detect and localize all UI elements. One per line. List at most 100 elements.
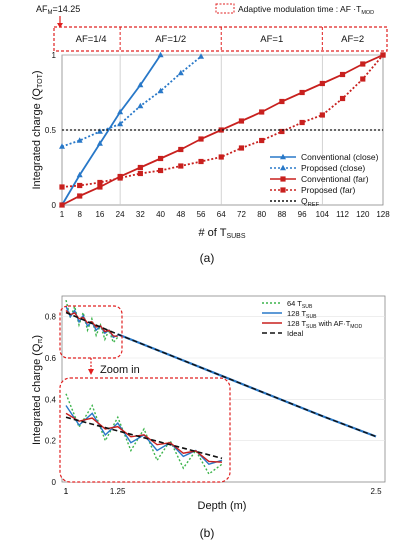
region-label: AF=2 — [341, 34, 364, 45]
y-tick-label: 0.6 — [45, 354, 57, 363]
legend-marker — [280, 176, 286, 182]
data-point — [279, 128, 285, 135]
inset-series-line — [65, 393, 223, 475]
inset-series-line — [65, 416, 223, 460]
data-point — [137, 102, 144, 109]
legend-label: 128 TSUB with AF·TMOD — [287, 319, 363, 330]
x-tick-label: 112 — [336, 210, 349, 219]
x-axis-label-b: Depth (m) — [198, 500, 247, 512]
x-tick-label: 24 — [116, 210, 125, 219]
data-point — [299, 119, 305, 126]
data-point — [198, 158, 204, 165]
region-label: AF=1 — [260, 34, 283, 45]
data-point — [178, 146, 184, 153]
ideal-tail — [117, 333, 377, 438]
x-tick-label: 1 — [64, 487, 69, 496]
data-point — [319, 112, 325, 118]
data-point — [77, 193, 83, 199]
data-point — [360, 76, 366, 82]
series-a — [59, 51, 386, 208]
legend-label: 128 TSUB — [287, 309, 317, 320]
zoom-inset-x-ticks: 1 1.25 — [64, 487, 126, 496]
x-tick-label: 56 — [197, 210, 206, 219]
x-tick-label: 64 — [217, 210, 226, 219]
data-point — [76, 171, 83, 178]
data-point — [76, 137, 83, 143]
legend-marker — [280, 153, 286, 160]
legend-label: 64 TSUB — [287, 299, 313, 310]
data-point — [157, 167, 164, 174]
y-axis-label-b: Integrated charge (Qπ) — [31, 335, 44, 445]
x-tick-label: 80 — [257, 210, 266, 219]
data-point — [59, 184, 65, 190]
data-point — [157, 87, 164, 94]
data-point — [96, 128, 103, 134]
data-point — [279, 98, 285, 105]
zoom-inset-box — [59, 377, 231, 483]
data-point — [59, 202, 65, 208]
data-point — [59, 143, 65, 149]
panel-b-chart: 1 2.5 00.20.40.60.8 Zoom in 1 1.25 64 TSUB… — [31, 295, 386, 540]
series-line — [61, 55, 202, 148]
zoom-in-label: Zoom in — [100, 364, 140, 376]
data-point — [339, 95, 346, 102]
data-point — [259, 137, 265, 144]
x-tick-label: 104 — [316, 210, 330, 219]
legend-marker — [280, 187, 286, 193]
zoom-source-box — [59, 305, 123, 359]
data-point — [117, 175, 123, 181]
x-tick-label: 96 — [298, 210, 307, 219]
data-point — [198, 53, 205, 59]
data-point — [117, 120, 124, 127]
caption-a: (a) — [200, 251, 215, 265]
y-tick-label: 0.5 — [45, 126, 57, 135]
y-ticks-b: 0 0.2 0.4 0.6 0.8 — [45, 313, 57, 487]
af-regions: AF=1/4 AF=1/2 AF=1 AF=2 — [76, 27, 364, 51]
x-tick-label: 72 — [237, 210, 246, 219]
x-tick-label: 48 — [176, 210, 185, 219]
x-tick-label: 16 — [95, 210, 104, 219]
af-regions-box — [53, 26, 388, 52]
af-max-label: AFM=14.25 — [36, 4, 80, 16]
inset-x-tick-label: 1 — [64, 487, 69, 496]
y-tick-label: 0 — [52, 478, 57, 487]
caption-b: (b) — [200, 526, 215, 540]
data-point — [177, 69, 184, 76]
legend-label: QREF — [301, 196, 320, 208]
data-point — [96, 140, 103, 146]
legend-label: Conventional (close) — [301, 152, 379, 162]
y-tick-label: 0 — [52, 201, 57, 210]
inset-series-line — [65, 412, 223, 463]
legend-label: Proposed (close) — [301, 163, 365, 173]
series-line — [65, 299, 119, 344]
x-tick-label: 1 — [60, 210, 65, 219]
data-point — [137, 164, 143, 171]
data-point — [137, 170, 143, 177]
zoom-arrowhead — [88, 369, 94, 375]
region-label: AF=1/4 — [76, 34, 107, 45]
panel-a-chart: AFM=14.25 Adaptive modulation time : AF … — [31, 3, 390, 265]
data-point — [157, 51, 164, 58]
adaptive-modulation-legend-text: Adaptive modulation time : AF ·TMOD — [238, 4, 374, 16]
y-tick-label: 0.4 — [45, 395, 57, 404]
data-point — [198, 136, 204, 142]
data-point — [117, 108, 124, 115]
data-point — [137, 81, 144, 88]
inset-x-tick-label: 1.25 — [110, 487, 126, 496]
series-b — [65, 299, 377, 438]
legend-label: Conventional (far) — [301, 174, 369, 184]
legend-label: Ideal — [287, 329, 304, 338]
zoom-inset — [65, 393, 223, 475]
data-point — [77, 182, 83, 189]
x-tick-label: 128 — [376, 210, 390, 219]
x-tick-label: 2.5 — [370, 487, 382, 496]
y-tick-label: 0.2 — [45, 437, 57, 446]
data-point — [238, 145, 245, 151]
x-tick-label: 8 — [77, 210, 82, 219]
data-point — [238, 118, 245, 124]
data-point — [97, 179, 103, 186]
data-point — [360, 61, 366, 67]
data-point — [178, 163, 184, 169]
